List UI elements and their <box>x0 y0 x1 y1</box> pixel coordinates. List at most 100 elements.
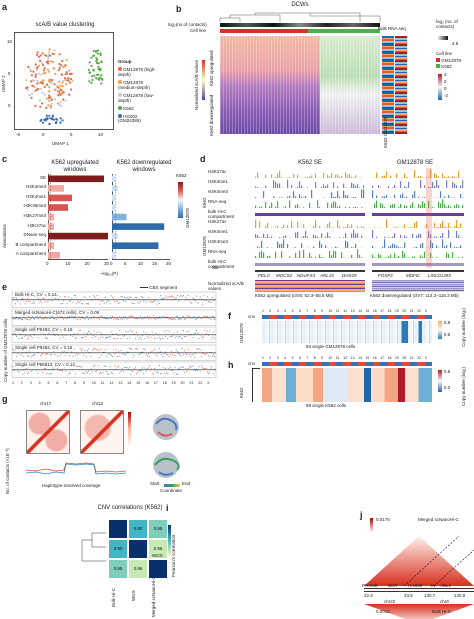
chromosome-block <box>365 315 373 319</box>
umap-point <box>95 77 98 80</box>
j-gene: BCR <box>388 583 398 588</box>
chromosome-block <box>321 315 329 319</box>
chromosome-label: 7 <box>306 356 309 360</box>
panel-label-a: a <box>2 2 8 12</box>
bulk-triangle-map <box>364 604 474 619</box>
legend-item-label: GM12878 (medium-depth) <box>118 79 150 90</box>
scab-strip-right <box>372 280 464 292</box>
track-label: H3K4me1 <box>208 229 229 234</box>
umap-point <box>97 78 100 81</box>
chromosome-tick: 3 <box>29 381 32 385</box>
bulk-bottom-label: K562 GM12878 <box>383 116 388 148</box>
axis-tick-label: 15 <box>152 261 158 266</box>
umap-point <box>41 63 45 67</box>
umap-point <box>37 64 41 67</box>
signal-track <box>255 219 365 228</box>
umap-point <box>47 99 51 102</box>
d-title-left: K562 SE <box>298 160 322 166</box>
enrichment-bar <box>112 194 115 202</box>
chromosome-tick: 11 <box>100 381 105 385</box>
contact-map-chr12 <box>80 410 124 454</box>
gene-track-left <box>255 270 365 272</box>
h-chromosome-bar: 1 2 3 4 5 6 7 8 9 10 11 12 13 14 15 16 17 18 19 20 21 22 X <box>262 356 432 366</box>
umap-point <box>61 81 64 84</box>
merged-triangle-map <box>364 535 474 587</box>
chromosome-label: 6 <box>298 356 301 360</box>
chromosome-block <box>313 362 322 366</box>
track-label: RNA-seq <box>208 249 227 254</box>
i-row-label: WGS <box>152 553 163 558</box>
i-col-label: WGS <box>131 590 136 601</box>
se-label: SE <box>212 265 219 270</box>
chromosome-tick: 4 <box>38 381 41 385</box>
track-label: H3K27ac <box>208 219 227 224</box>
chromosome-label: 8 <box>313 356 316 360</box>
f-tick: 5.8 <box>444 320 451 325</box>
chromosome-label: 12 <box>343 309 348 313</box>
signal-track <box>374 199 464 208</box>
cellline-bar <box>220 29 380 33</box>
umap-point <box>60 89 63 92</box>
3d-structure-top <box>153 414 179 440</box>
umap-point <box>47 57 50 60</box>
umap-point <box>46 68 50 71</box>
umap-point <box>48 78 52 81</box>
bulk-rna-label: Bulk RNA seq <box>378 26 406 31</box>
e-ylabel: Copy number of GM12878 cells <box>3 318 8 382</box>
chromosome-label: 17 <box>380 309 385 313</box>
umap-xtick-2: 0 <box>42 132 45 137</box>
chromosome-label: 21 <box>409 309 414 313</box>
c-legend-title: K562 <box>176 173 187 178</box>
copy-number-track <box>11 344 217 361</box>
umap-ytick-2: 5 <box>8 71 11 76</box>
j-tick: 130.7 <box>424 593 436 598</box>
chromosome-block <box>380 315 388 319</box>
chromosome-label: 8 <box>313 309 316 313</box>
annotation-label: A compartment <box>15 251 46 257</box>
track-stack: H3K27ac H3K4me1 H3K4me3 RNA-seq bulk Hi-C co… <box>208 168 474 270</box>
chromosome-tick: 1 <box>12 381 14 385</box>
chromosome-block <box>350 315 359 319</box>
umap-point <box>41 79 44 82</box>
umap-point <box>99 52 102 55</box>
umap-point <box>60 92 63 96</box>
umap-point <box>34 73 37 76</box>
signal-track <box>257 239 365 248</box>
signal-track <box>372 239 462 248</box>
h-caption: 88 single K562 cells <box>306 403 347 408</box>
umap-point <box>71 79 74 82</box>
signal-track <box>255 179 365 188</box>
umap-point <box>96 52 99 55</box>
chromosome-tick: 6 <box>56 381 59 385</box>
umap-point <box>62 79 65 82</box>
legend-item: GM12878 (medium-depth) <box>118 79 158 91</box>
chromosome-tick: 9 <box>82 381 85 385</box>
umap-point <box>67 77 70 80</box>
panel-label-c: c <box>2 154 8 164</box>
g-coord: Coordinate <box>160 488 183 493</box>
umap-point <box>55 118 59 121</box>
umap-point <box>42 72 46 75</box>
enrichment-bar <box>48 194 72 202</box>
umap-point <box>99 54 102 57</box>
j-gene: RAB36 <box>408 583 423 588</box>
umap-point <box>54 122 58 125</box>
umap-point <box>39 119 42 122</box>
panel-label-h: h <box>228 360 234 370</box>
umap-point <box>59 84 62 87</box>
umap-point <box>39 105 42 108</box>
heatmap-ylabel: Normalized scA/B values <box>194 59 199 110</box>
chromosome-block <box>328 362 336 366</box>
signal-track <box>255 213 365 216</box>
bulk-tick: 2 <box>444 79 447 84</box>
chromosome-label: 16 <box>372 356 377 360</box>
umap-point <box>57 92 60 95</box>
umap-point <box>47 55 50 58</box>
annotation-label: H3K4me3 <box>25 184 46 190</box>
umap-point <box>63 77 67 80</box>
umap-point <box>64 78 67 82</box>
chromosome-label: 7 <box>306 309 309 313</box>
enrichment-bar <box>112 175 115 183</box>
correlation-cell: 0.95 <box>148 519 168 539</box>
gene-label: FOXP2 <box>378 273 393 278</box>
